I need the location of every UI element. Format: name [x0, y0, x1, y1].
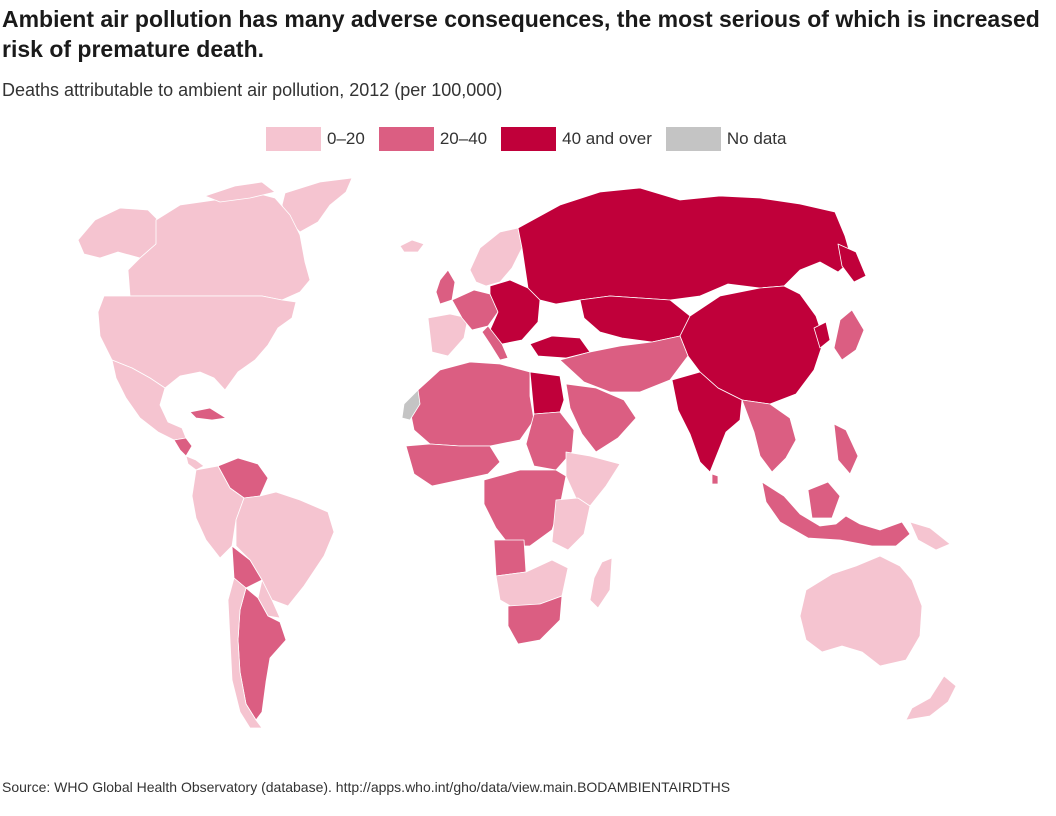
- region-egypt: [529, 371, 565, 415]
- region-iberia: [427, 313, 469, 357]
- region-philippines: [833, 423, 859, 475]
- region-cuba: [189, 407, 227, 421]
- chart-subtitle: Deaths attributable to ambient air pollu…: [2, 80, 503, 100]
- region-japan: [833, 309, 865, 361]
- region-angola: [493, 539, 527, 577]
- region-horn: [565, 451, 621, 507]
- region-southeast-asia: [741, 399, 797, 473]
- region-india: [671, 371, 743, 473]
- region-italy: [481, 325, 509, 361]
- region-sri-lanka: [711, 473, 719, 485]
- region-alaska: [77, 207, 161, 259]
- region-brazil: [235, 491, 335, 607]
- region-korea: [813, 321, 831, 349]
- region-west-europe: [451, 289, 499, 331]
- region-madagascar: [589, 557, 613, 609]
- legend-item-low: 0–20: [266, 127, 365, 151]
- region-kamchatka: [837, 243, 867, 283]
- region-indonesia: [761, 481, 911, 547]
- region-new-zealand: [905, 675, 957, 721]
- region-sudan: [525, 411, 575, 471]
- legend-swatch-low: [266, 127, 321, 151]
- legend-label-nodata: No data: [726, 129, 787, 148]
- region-paraguay: [257, 579, 281, 619]
- region-east-africa: [551, 497, 591, 551]
- legend-swatch-mid: [378, 127, 434, 151]
- legend: 0–20 20–40 40 and over No data: [266, 127, 800, 151]
- legend-label-high: 40 and over: [562, 129, 652, 148]
- region-borneo: [807, 481, 841, 519]
- legend-label-low: 0–20: [327, 129, 365, 148]
- region-iceland: [399, 239, 425, 253]
- region-arabia: [565, 383, 637, 453]
- region-arctic-islands: [204, 181, 276, 203]
- region-scandinavia: [469, 227, 523, 287]
- region-canada: [127, 189, 311, 301]
- region-mexico: [111, 359, 187, 441]
- region-west-africa: [405, 443, 501, 487]
- world-map: [77, 177, 957, 729]
- legend-swatch-high: [501, 127, 557, 151]
- region-north-africa: [409, 361, 535, 447]
- region-uk: [435, 269, 456, 305]
- region-russia: [517, 187, 853, 305]
- region-panama: [185, 455, 205, 471]
- region-east-europe: [489, 279, 541, 345]
- legend-item-mid: 20–40: [378, 127, 488, 151]
- region-central-america: [173, 437, 193, 457]
- region-bolivia: [231, 545, 263, 589]
- chart-title: Ambient air pollution has many adverse c…: [2, 6, 1040, 62]
- source-note: Source: WHO Global Health Observatory (d…: [2, 779, 731, 795]
- region-south-africa: [507, 595, 563, 645]
- region-middle-east: [559, 335, 689, 393]
- legend-label-mid: 20–40: [439, 129, 488, 148]
- region-papua-new-guinea: [909, 521, 951, 551]
- legend-swatch-nodata: [665, 127, 721, 151]
- legend-item-high: 40 and over: [501, 127, 652, 151]
- region-central-africa: [483, 469, 567, 547]
- region-australia: [799, 555, 923, 667]
- region-western-sahara: [401, 389, 421, 421]
- legend-item-nodata: No data: [665, 127, 787, 151]
- region-central-asia: [579, 295, 691, 343]
- region-chile: [227, 577, 263, 729]
